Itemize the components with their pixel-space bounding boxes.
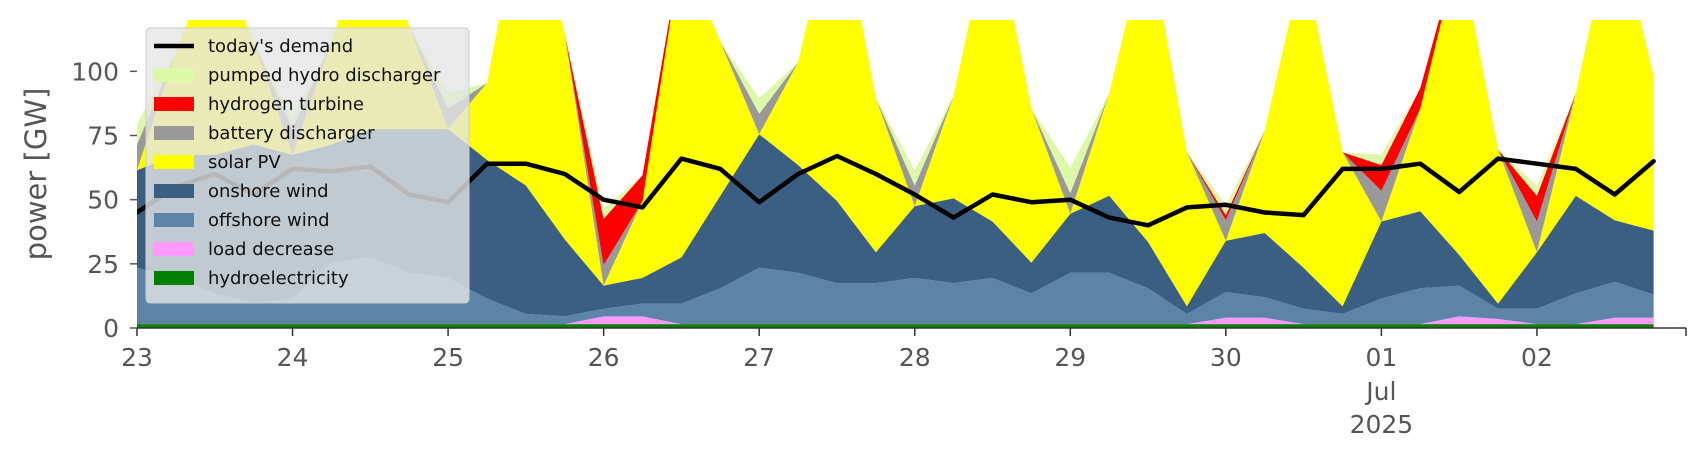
y-tick-label: 0 (103, 314, 119, 343)
legend-label: hydrogen turbine (208, 94, 364, 115)
y-tick-label: 75 (87, 122, 119, 151)
legend-box (145, 27, 470, 304)
legend-swatch (154, 271, 194, 285)
x-tick-label: 26 (588, 343, 620, 372)
y-tick-label: 50 (87, 186, 119, 215)
x-axis-ticks: 23 24 25 26 27 28 29 30 01 Jul 2025 02 (121, 328, 1687, 439)
area-load-decrease (137, 316, 1654, 325)
y-axis-label: power [GW] (19, 88, 53, 261)
x-tick-sublabel: Jul (1364, 377, 1396, 406)
stacked-areas (137, 20, 1654, 328)
x-tick-label: 25 (432, 343, 464, 372)
x-tick-label: 29 (1054, 343, 1086, 372)
legend-swatch (154, 68, 194, 82)
legend-label: battery discharger (208, 123, 375, 144)
y-tick-label: 25 (87, 250, 119, 279)
legend-swatch (154, 155, 194, 169)
legend-label: pumped hydro discharger (208, 65, 441, 86)
legend-label: load decrease (208, 239, 334, 260)
legend-label: solar PV (208, 152, 281, 173)
y-axis-ticks: 0 25 50 75 100 (71, 57, 137, 343)
x-tick-label: 28 (899, 343, 931, 372)
legend-label: onshore wind (208, 181, 329, 202)
area-solar-pv (137, 20, 1654, 307)
area-offshore-wind (137, 257, 1654, 325)
x-tick-label: 01 (1365, 343, 1397, 372)
legend-label: offshore wind (208, 210, 330, 231)
x-tick-label: 27 (743, 343, 775, 372)
legend-swatch (154, 184, 194, 198)
legend-label: hydroelectricity (208, 268, 349, 289)
legend-label: today's demand (208, 36, 353, 57)
x-tick-sublabel: 2025 (1350, 410, 1414, 439)
x-tick-label: 23 (121, 343, 153, 372)
legend-swatch (154, 97, 194, 111)
y-tick-label: 100 (71, 57, 119, 86)
area-onshore-wind (137, 129, 1654, 317)
x-tick-label: 30 (1210, 343, 1242, 372)
legend-swatch (154, 126, 194, 140)
legend-swatch (154, 242, 194, 256)
legend-swatch (154, 213, 194, 227)
x-tick-label: 24 (277, 343, 309, 372)
x-tick-label: 02 (1521, 343, 1553, 372)
legend: today's demand pumped hydro discharger hyd… (145, 27, 470, 304)
area-hydroelectricity (137, 324, 1654, 328)
